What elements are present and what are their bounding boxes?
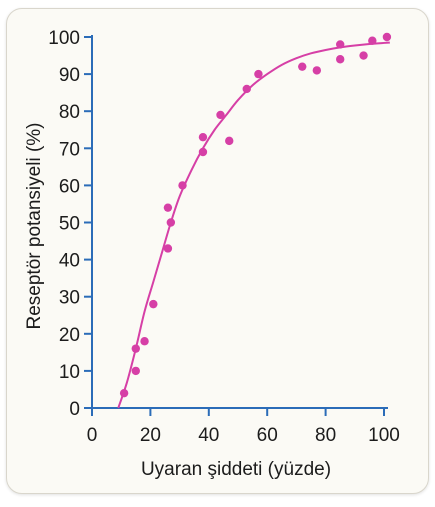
y-tick-label: 20	[59, 325, 80, 346]
data-point	[119, 388, 129, 398]
data-point	[178, 181, 187, 190]
y-tick-label: 80	[59, 102, 80, 123]
fit-curve	[117, 41, 390, 409]
x-tick-label: 20	[140, 425, 161, 446]
data-point	[368, 36, 377, 45]
x-tick-label: 0	[87, 425, 98, 446]
data-point	[163, 244, 173, 253]
y-tick-label: 0	[69, 399, 80, 420]
axes: 0 10 20 30 40 50 60 70 80 90 100 0 20 40 60 80 100	[48, 28, 400, 446]
data-point	[166, 218, 176, 227]
data-point	[298, 62, 307, 71]
data-point	[198, 132, 208, 142]
data-point	[131, 344, 140, 353]
x-axis-title: Uyaran şiddeti (yüzde)	[141, 459, 331, 480]
data-point	[149, 299, 158, 309]
y-tick-label: 30	[59, 288, 80, 309]
data-point	[131, 366, 140, 376]
data-point	[163, 203, 173, 212]
data-point	[359, 51, 368, 60]
y-tick-label: 100	[48, 28, 80, 49]
data-point	[336, 40, 345, 49]
y-tick-label: 60	[59, 176, 80, 197]
x-tick-label: 60	[257, 425, 278, 446]
x-tick-label: 100	[368, 425, 400, 446]
x-tick-label: 80	[315, 425, 336, 446]
data-point	[198, 147, 208, 157]
data-point	[242, 84, 251, 94]
y-tick-label: 10	[59, 362, 80, 383]
data-point	[216, 110, 225, 120]
data-point	[382, 32, 392, 42]
data-points	[119, 32, 392, 398]
y-tick-label: 50	[59, 214, 80, 235]
y-tick-label: 70	[59, 139, 80, 160]
data-point	[312, 66, 322, 75]
x-tick-label: 40	[198, 425, 219, 446]
data-point	[140, 337, 149, 346]
y-tick-label: 40	[59, 251, 80, 272]
chart-card	[6, 8, 429, 494]
y-axis-title: Reseptör potansiyeli (%)	[24, 123, 45, 330]
y-tick-label: 90	[59, 65, 80, 86]
data-point	[336, 55, 345, 64]
data-point	[225, 136, 234, 146]
data-point	[254, 69, 263, 79]
